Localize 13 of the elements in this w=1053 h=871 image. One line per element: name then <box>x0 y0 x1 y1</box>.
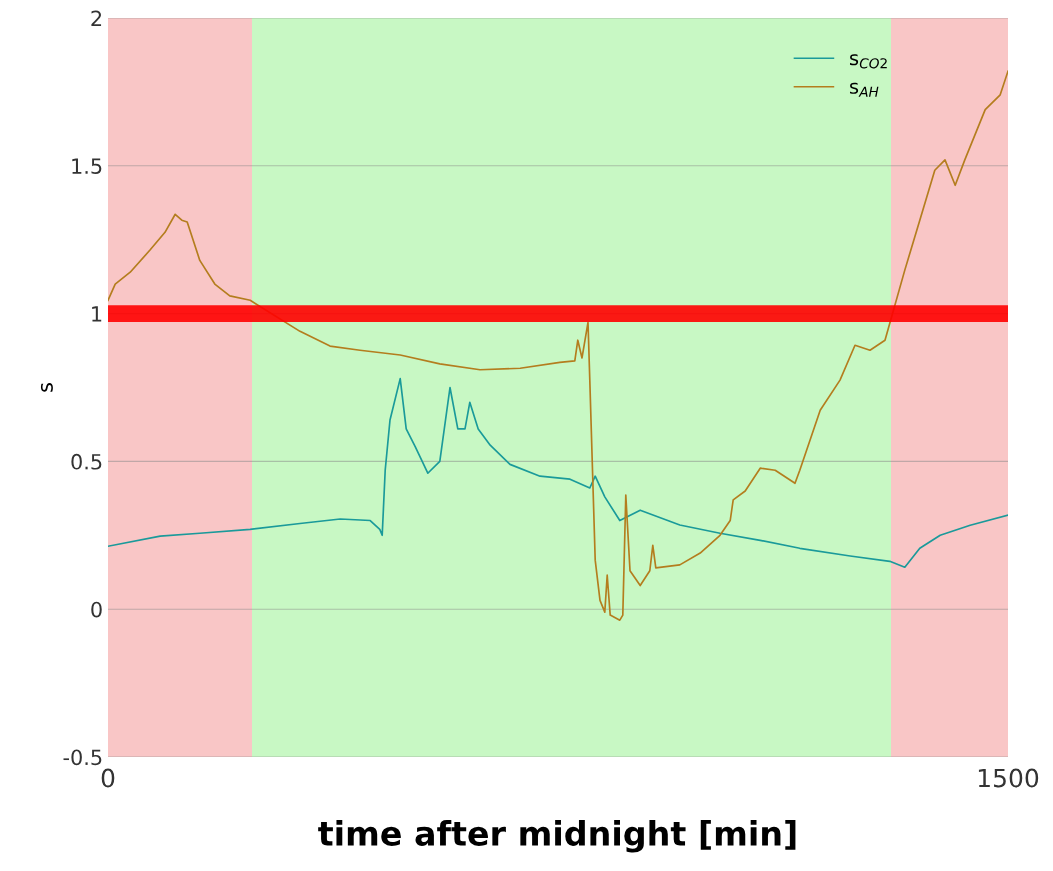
y-tick-label: 1.5 <box>72 158 102 175</box>
y-tick-label: 0.5 <box>71 453 102 470</box>
y-tick-label: -0.5 <box>63 749 102 766</box>
line-series <box>108 377 1008 569</box>
x-tick-label: 1500 <box>978 768 1039 788</box>
line-series <box>108 70 1008 621</box>
x-axis-title: time after midnight [min] <box>318 820 796 853</box>
legend-label: s$_{AH}$ <box>849 82 879 97</box>
y-tick-label: 1 <box>92 306 102 322</box>
y-tick-label: 0 <box>91 601 102 618</box>
y-tick-label: 2 <box>91 10 102 26</box>
y-axis-title: s <box>40 383 53 392</box>
legend-label: s$_{CO2}$ <box>849 54 887 69</box>
